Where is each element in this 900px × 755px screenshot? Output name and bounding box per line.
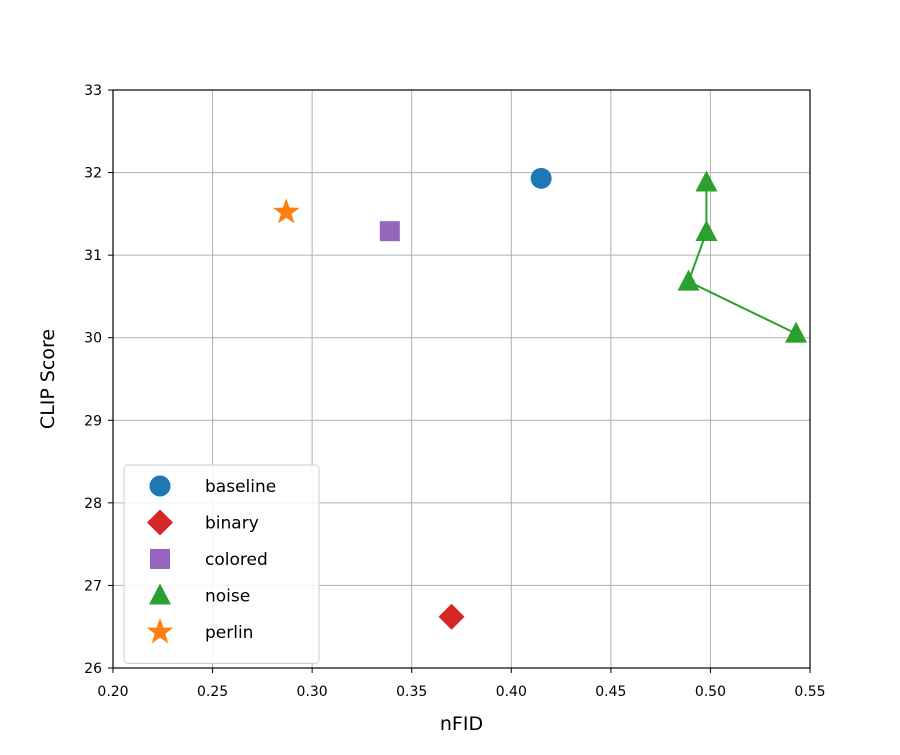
legend-label-noise: noise	[205, 587, 250, 607]
x-tick-label: 0.55	[794, 684, 825, 700]
binary-point	[438, 603, 465, 630]
y-tick-label: 26	[84, 661, 102, 677]
legend-marker-binary	[147, 509, 173, 536]
x-tick-label: 0.45	[595, 684, 626, 700]
y-tick-label: 31	[84, 248, 102, 264]
y-tick-label: 28	[84, 496, 102, 512]
y-tick-label: 33	[84, 83, 102, 99]
legend-label-perlin: perlin	[205, 623, 253, 643]
series-baseline	[530, 167, 552, 189]
series-perlin	[272, 198, 300, 224]
axis-ticks: 0.20 0.25 0.30 0.35 0.40 0.45 0.50 0.55 26 27 28 29…	[84, 83, 825, 700]
x-tick-label: 0.20	[97, 684, 128, 700]
legend-marker-noise	[149, 583, 171, 605]
y-tick-label: 30	[84, 331, 102, 347]
legend-label-binary: binary	[205, 514, 259, 534]
legend-label-colored: colored	[205, 550, 268, 570]
x-tick-label: 0.40	[496, 684, 527, 700]
series-binary	[438, 603, 465, 630]
legend: baseline binary colored noise perlin	[123, 464, 320, 664]
baseline-point	[530, 167, 552, 189]
noise-point	[785, 321, 808, 343]
legend-marker-baseline	[149, 475, 171, 497]
legend-box	[123, 464, 320, 664]
x-tick-label: 0.35	[396, 684, 427, 700]
legend-marker-perlin	[146, 618, 174, 644]
x-tick-label: 0.30	[297, 684, 328, 700]
x-tick-label: 0.50	[695, 684, 726, 700]
series-colored	[379, 221, 400, 242]
legend-label-baseline: baseline	[205, 477, 276, 497]
perlin-point	[272, 198, 300, 224]
noise-point	[677, 269, 700, 291]
x-axis-title: nFID	[440, 713, 483, 735]
x-tick-label: 0.25	[197, 684, 228, 700]
plot-frame	[112, 89, 811, 669]
plot-series	[272, 167, 808, 630]
y-axis-title: CLIP Score	[37, 329, 59, 429]
y-tick-label: 29	[84, 413, 102, 429]
y-tick-label: 27	[84, 578, 102, 594]
noise-point	[695, 170, 718, 192]
y-tick-label: 32	[84, 166, 102, 182]
colored-point	[379, 221, 400, 242]
noise-line	[687, 182, 797, 335]
series-noise	[677, 170, 808, 343]
legend-marker-colored	[150, 549, 170, 569]
noise-point	[695, 220, 718, 242]
